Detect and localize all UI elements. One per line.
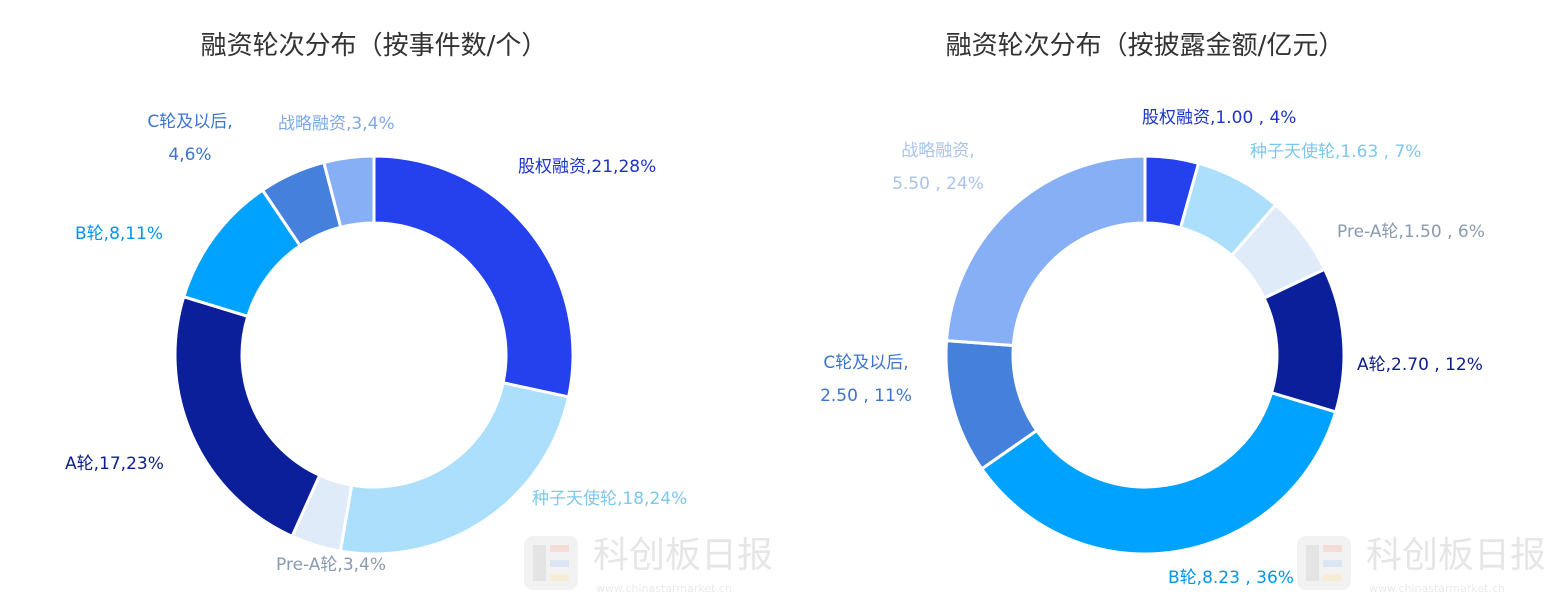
watermark-brand: 科创板日报 <box>593 535 773 576</box>
slice-strategic <box>322 154 376 229</box>
slice-label-line: 2.50 , 11% <box>820 386 912 406</box>
slice-label-round-b: B轮,8.23 , 36% <box>1168 568 1294 588</box>
watermark-right: 科创板日报 www.chinastarmarket.cn <box>1297 535 1545 595</box>
watermark-url: www.chinastarmarket.cn <box>596 582 732 595</box>
slice-label-line: 5.50 , 24% <box>892 174 984 194</box>
slice-label-strategic: 战略融资, 5.50 , 24% <box>892 141 984 194</box>
slice-label-line: C轮及以后, <box>147 112 232 132</box>
slice-labels-by-amount: 股权融资,1.00 , 4% 种子天使轮,1.63 , 7% Pre-A轮,1.50… <box>820 108 1485 588</box>
chart-title-by-amount: 融资轮次分布（按披露金额/亿元） <box>946 31 1345 61</box>
slice-label-equity-financing: 股权融资,21,28% <box>518 157 656 177</box>
slice-label-pre-a: Pre-A轮,1.50 , 6% <box>1337 222 1485 242</box>
slice-label-equity-financing: 股权融资,1.00 , 4% <box>1142 108 1296 128</box>
slice-label-line: 种子天使轮,18,24% <box>532 488 687 509</box>
watermark-logo-icon <box>524 536 578 590</box>
slice-label-line: A轮,2.70 , 12% <box>1357 355 1483 375</box>
slice-strategic <box>945 154 1147 347</box>
slice-label-line: 种子天使轮,1.63 , 7% <box>1250 141 1421 162</box>
slice-label-line: B轮,8.23 , 36% <box>1168 568 1294 588</box>
slice-labels-by-count: 股权融资,21,28% 种子天使轮,18,24% Pre-A轮,3,4% A轮,17,… <box>65 112 687 575</box>
slice-label-round-a: A轮,2.70 , 12% <box>1357 355 1483 375</box>
slice-equity-financing <box>372 154 575 399</box>
chart-title-by-count: 融资轮次分布（按事件数/个） <box>201 31 548 61</box>
slice-label-line: 股权融资,21,28% <box>518 157 656 177</box>
donut-slices-by-count <box>173 154 575 556</box>
watermark-logo-icon <box>1297 536 1351 590</box>
slice-label-line: 战略融资,3,4% <box>278 114 395 134</box>
slice-label-line: A轮,17,23% <box>65 454 164 474</box>
slice-label-round-c-and-later: C轮及以后, 4,6% <box>147 112 232 165</box>
slice-round-a <box>173 295 322 538</box>
slice-round-b <box>980 391 1338 556</box>
slice-label-line: B轮,8,11% <box>75 224 163 244</box>
slice-label-round-c-and-later: C轮及以后, 2.50 , 11% <box>820 353 912 406</box>
slice-label-line: Pre-A轮,3,4% <box>276 555 386 575</box>
donut-slices-by-amount <box>944 154 1346 556</box>
slice-label-seed-angel: 种子天使轮,1.63 , 7% <box>1250 141 1421 162</box>
watermark-url: www.chinastarmarket.cn <box>1369 582 1505 595</box>
watermark-left: 科创板日报 www.chinastarmarket.cn <box>524 535 773 595</box>
slice-label-round-b: B轮,8,11% <box>75 224 163 244</box>
slice-label-line: 股权融资,1.00 , 4% <box>1142 108 1296 128</box>
donut-chart-by-amount: 融资轮次分布（按披露金额/亿元） 股权融资,1.00 , 4% 种子天使轮,1.6… <box>820 31 1485 588</box>
slice-seed-angel <box>338 381 571 556</box>
slice-label-seed-angel: 种子天使轮,18,24% <box>532 488 687 509</box>
slice-label-pre-a: Pre-A轮,3,4% <box>276 555 386 575</box>
watermark-brand: 科创板日报 <box>1366 535 1545 576</box>
slice-label-strategic: 战略融资,3,4% <box>278 114 395 134</box>
slice-label-round-a: A轮,17,23% <box>65 454 164 474</box>
slice-label-line: C轮及以后, <box>823 353 908 373</box>
slice-label-line: 战略融资, <box>901 141 974 161</box>
donut-chart-by-count: 融资轮次分布（按事件数/个） 股权融资,21,28% 种子天使轮,18,24% Pr… <box>65 31 687 575</box>
slice-label-line: Pre-A轮,1.50 , 6% <box>1337 222 1485 242</box>
slice-label-line: 4,6% <box>168 145 211 165</box>
